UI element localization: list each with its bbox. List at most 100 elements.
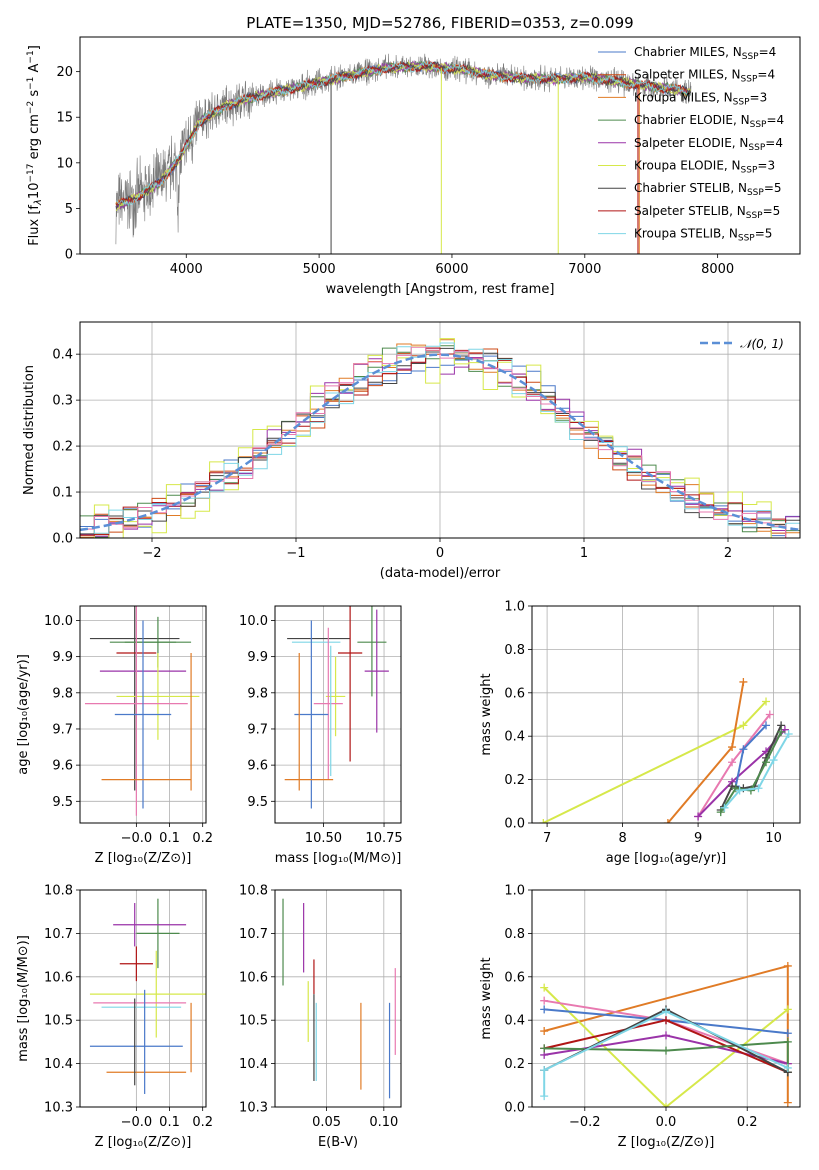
y-tick-label: 0.0 xyxy=(52,532,73,547)
legend-entry-subscript: SSP xyxy=(741,166,758,176)
x-tick-label: 0.1 xyxy=(159,831,180,846)
model-line-kroupa-stelib xyxy=(115,60,691,207)
weight-series-marker xyxy=(762,758,771,767)
y-tick-label: 10.8 xyxy=(239,884,268,899)
figure-title: PLATE=1350, MJD=52786, FIBERID=0353, z=0… xyxy=(246,14,633,32)
x-tick-label: 0.2 xyxy=(737,1115,758,1130)
weight-series-marker xyxy=(728,758,737,767)
y-tick-label: 9.9 xyxy=(52,650,73,665)
y-tick-label: 0.0 xyxy=(504,1101,525,1116)
axes-frame xyxy=(79,321,801,539)
weight-series-marker xyxy=(540,996,549,1005)
x-tick-label: 10.75 xyxy=(365,831,402,846)
weight-series-marker xyxy=(762,697,771,706)
model-line-kroupa-elodie xyxy=(115,60,691,212)
y-tick-label: 10 xyxy=(56,156,73,171)
y-tick-label: 1.0 xyxy=(504,600,525,615)
x-tick-label: 7 xyxy=(543,831,551,846)
y-axis-label-part: −1 xyxy=(26,50,36,63)
plot-area xyxy=(282,898,396,1099)
axes-frame xyxy=(274,605,402,824)
y-axis-label-part: s xyxy=(27,90,42,101)
y-tick-label: 0.2 xyxy=(52,440,73,455)
weight-series-marker xyxy=(783,961,792,970)
y-tick-label: 0.4 xyxy=(504,1014,525,1029)
y-tick-label: 9.6 xyxy=(247,759,268,774)
x-axis-label: wavelength [Angstrom, rest frame] xyxy=(326,282,555,297)
y-tick-label: 0.3 xyxy=(52,394,73,409)
y-tick-label: 10.6 xyxy=(44,970,73,985)
weight-series-marker xyxy=(662,1031,670,1040)
weight-series-marker xyxy=(783,1029,792,1038)
x-axis-label: E(B-V) xyxy=(318,1135,358,1150)
y-axis-label-part: 10 xyxy=(27,183,42,200)
y-tick-label: 9.8 xyxy=(52,686,73,701)
weight-series-marker xyxy=(539,819,548,823)
weight-series-marker xyxy=(783,1098,792,1107)
legend-entry-value: =3 xyxy=(757,159,775,173)
x-tick-label: 2 xyxy=(724,546,732,561)
weight-series-marker xyxy=(735,786,744,795)
x-tick-label: −2 xyxy=(142,546,161,561)
x-axis-label: mass [log₁₀(M/M⊙)] xyxy=(275,851,402,866)
y-axis-label: mass [log₁₀(M/M⊙)] xyxy=(16,935,31,1062)
y-tick-label: 9.7 xyxy=(247,722,268,737)
x-tick-label: −0.0 xyxy=(121,1115,153,1130)
legend-entry-label: Chabrier ELODIE, NSSP=4 xyxy=(634,113,784,130)
weight-series-marker xyxy=(754,784,763,793)
legend-entry-value: =5 xyxy=(763,204,781,218)
weight-series-marker xyxy=(765,710,774,719)
panel-mass_vs_ebv: 0.05 0.10 10.3 10.4 10.5 10.6 10.7 10.8 E(B-V) xyxy=(239,884,402,1150)
panel-spectrum: 4000 5000 6000 7000 8000 0 5 10 15 20 wavelength [… xyxy=(26,36,801,297)
x-axis-label: Z [log₁₀(Z/Z⊙)] xyxy=(618,1135,715,1150)
axes-frame xyxy=(531,889,801,1108)
y-tick-label: 1.0 xyxy=(504,884,525,899)
panel-age_vs_z: −0.0 0.1 0.2 9.5 9.6 9.7 9.8 9.9 10.0 Z [log₁₀(Z/… xyxy=(16,605,213,866)
normal-distribution-curve xyxy=(80,353,800,532)
model-line-salpeter-stelib xyxy=(115,60,691,206)
legend-entry-label: Salpeter ELODIE, NSSP=4 xyxy=(634,136,783,153)
weight-series-marker xyxy=(762,721,771,730)
axes-frame xyxy=(79,889,207,1108)
y-tick-label: 9.7 xyxy=(52,722,73,737)
y-tick-label: 10.5 xyxy=(44,1014,73,1029)
weight-series-marker xyxy=(540,1092,549,1101)
y-tick-label: 10.0 xyxy=(239,614,268,629)
y-tick-label: 9.5 xyxy=(52,795,73,810)
weight-series-marker xyxy=(739,677,748,686)
legend-entry-label: Kroupa STELIB, NSSP=5 xyxy=(634,227,772,244)
weight-series-marker xyxy=(540,1066,549,1075)
y-tick-label: 10.4 xyxy=(44,1057,73,1072)
x-tick-label: 9 xyxy=(694,831,702,846)
y-tick-label: 10.6 xyxy=(239,970,268,985)
weight-series-line xyxy=(719,724,783,811)
y-tick-label: 10.4 xyxy=(239,1057,268,1072)
y-tick-label: 10.3 xyxy=(44,1101,73,1116)
weight-series-marker xyxy=(540,1044,549,1053)
y-tick-label: 10.7 xyxy=(239,927,268,942)
legend-entry-value: =4 xyxy=(765,136,783,150)
weight-series-marker xyxy=(716,808,725,817)
weight-series-marker xyxy=(540,1027,549,1036)
x-tick-label: 8000 xyxy=(701,262,734,277)
y-tick-label: 5 xyxy=(65,202,73,217)
y-tick-label: 0.4 xyxy=(52,348,73,363)
x-tick-label: 1 xyxy=(580,546,588,561)
y-axis-label: Flux [fλ10−17 erg cm−2 s−1 A−1] xyxy=(26,45,44,246)
weight-series-marker xyxy=(720,803,729,812)
legend-entry-label: Kroupa ELODIE, NSSP=3 xyxy=(634,159,775,176)
y-tick-label: 0.6 xyxy=(504,686,525,701)
legend-entry-value: =4 xyxy=(766,113,784,127)
y-axis-label-part: erg cm xyxy=(27,114,42,163)
panel-weight_vs_z: −0.2 0.0 0.2 0.0 0.2 0.4 0.6 0.8 1.0 Z [log₁₀(Z/Z… xyxy=(479,884,801,1150)
y-tick-label: 0.2 xyxy=(504,773,525,788)
legend-entry-subscript: SSP xyxy=(742,52,759,62)
legend-entry-value: =3 xyxy=(750,90,768,104)
weight-series-marker xyxy=(694,812,703,821)
x-axis-label: Z [log₁₀(Z/Z⊙)] xyxy=(95,851,192,866)
axes-frame xyxy=(79,605,207,824)
legend-entry-label: Salpeter MILES, NSSP=4 xyxy=(634,68,775,85)
x-tick-label: 10.50 xyxy=(305,831,342,846)
y-tick-label: 20 xyxy=(56,65,73,80)
